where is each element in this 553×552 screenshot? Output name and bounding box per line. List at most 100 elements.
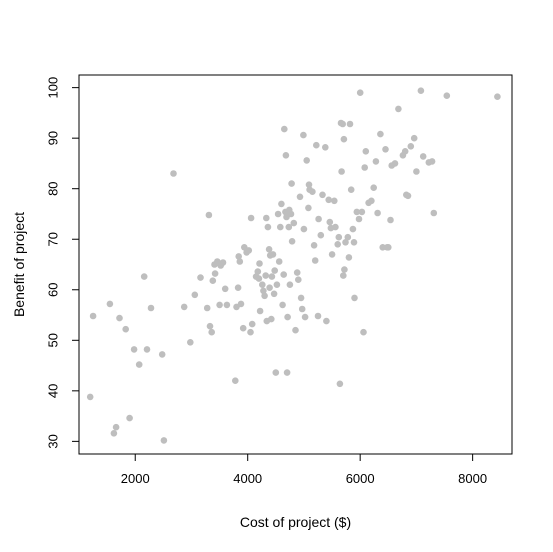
data-point xyxy=(135,361,143,368)
data-point xyxy=(288,238,296,245)
data-point xyxy=(356,89,364,96)
data-point xyxy=(340,135,348,143)
data-point xyxy=(232,377,239,385)
data-point xyxy=(147,304,155,312)
data-point xyxy=(311,257,319,264)
data-point xyxy=(305,204,312,212)
data-point xyxy=(494,93,501,100)
y-axis: 30 40 50 60 70 80 90 100 xyxy=(46,77,79,449)
data-point xyxy=(288,180,295,187)
data-point xyxy=(368,197,375,205)
data-point xyxy=(187,339,194,346)
y-tick-label: 70 xyxy=(46,232,61,246)
data-point xyxy=(309,188,316,195)
data-point xyxy=(370,184,378,191)
data-point xyxy=(346,120,354,128)
data-point xyxy=(268,273,276,280)
data-point xyxy=(342,239,349,246)
data-point xyxy=(361,164,369,171)
data-point xyxy=(314,312,322,320)
data-point xyxy=(347,186,355,193)
data-point xyxy=(385,244,392,251)
x-tick-label: 8000 xyxy=(458,471,487,486)
data-point xyxy=(273,281,281,289)
data-point xyxy=(331,197,338,205)
data-point xyxy=(322,144,329,151)
data-point xyxy=(377,130,384,138)
data-point xyxy=(211,270,219,277)
data-point xyxy=(256,260,263,267)
data-point xyxy=(260,287,267,295)
data-point xyxy=(287,210,295,218)
data-point xyxy=(247,328,254,336)
data-point xyxy=(282,152,290,159)
data-point xyxy=(143,346,151,353)
data-point xyxy=(358,208,366,216)
data-point xyxy=(140,273,148,280)
data-point xyxy=(443,92,451,99)
data-point xyxy=(315,215,322,223)
data-point xyxy=(254,268,262,275)
data-point xyxy=(339,120,347,128)
data-point xyxy=(126,414,133,422)
data-point xyxy=(292,326,299,334)
data-point xyxy=(116,314,123,322)
data-point xyxy=(235,253,242,260)
x-axis-title: Cost of project ($) xyxy=(240,514,351,530)
data-point xyxy=(197,274,204,281)
data-point xyxy=(170,170,177,177)
x-tick-label: 6000 xyxy=(346,471,375,486)
data-point xyxy=(362,148,370,155)
data-point xyxy=(203,304,211,312)
data-point xyxy=(410,134,418,142)
data-point xyxy=(122,325,129,333)
data-point xyxy=(310,242,318,249)
data-points xyxy=(86,87,501,444)
data-point xyxy=(206,322,214,330)
data-point xyxy=(345,254,353,261)
data-point xyxy=(295,276,302,284)
data-point xyxy=(332,223,339,231)
y-axis-title: Benefit of project xyxy=(11,212,27,317)
data-point xyxy=(351,294,358,302)
data-point xyxy=(279,301,286,309)
data-point xyxy=(259,281,266,289)
data-point xyxy=(209,277,217,285)
data-point xyxy=(387,216,394,224)
data-point xyxy=(317,231,325,239)
data-point xyxy=(160,437,168,444)
data-point xyxy=(208,328,215,336)
data-point xyxy=(256,307,264,315)
data-point xyxy=(419,153,427,160)
data-point xyxy=(239,324,247,332)
data-point xyxy=(281,125,288,133)
data-point xyxy=(335,233,343,241)
data-point xyxy=(334,241,342,248)
data-point xyxy=(283,369,291,376)
data-point xyxy=(340,272,347,279)
data-point xyxy=(275,258,283,265)
data-point xyxy=(223,301,231,309)
data-point xyxy=(191,291,199,299)
y-tick-label: 90 xyxy=(46,131,61,145)
data-point xyxy=(374,209,381,217)
data-point xyxy=(305,181,313,188)
data-point xyxy=(271,267,279,274)
data-point xyxy=(158,351,166,358)
data-point xyxy=(130,346,138,353)
data-point xyxy=(106,300,114,308)
x-tick-label: 4000 xyxy=(233,471,262,486)
data-point xyxy=(236,258,244,265)
data-point xyxy=(278,200,285,208)
data-point xyxy=(285,223,293,231)
data-point xyxy=(286,281,294,289)
data-point xyxy=(265,246,273,253)
data-point xyxy=(353,208,361,216)
data-point xyxy=(297,294,305,302)
x-tick-label: 2000 xyxy=(121,471,150,486)
data-point xyxy=(326,218,334,226)
data-point xyxy=(216,301,223,309)
y-tick-label: 40 xyxy=(46,384,61,398)
data-point xyxy=(349,225,357,233)
data-point xyxy=(338,168,345,175)
